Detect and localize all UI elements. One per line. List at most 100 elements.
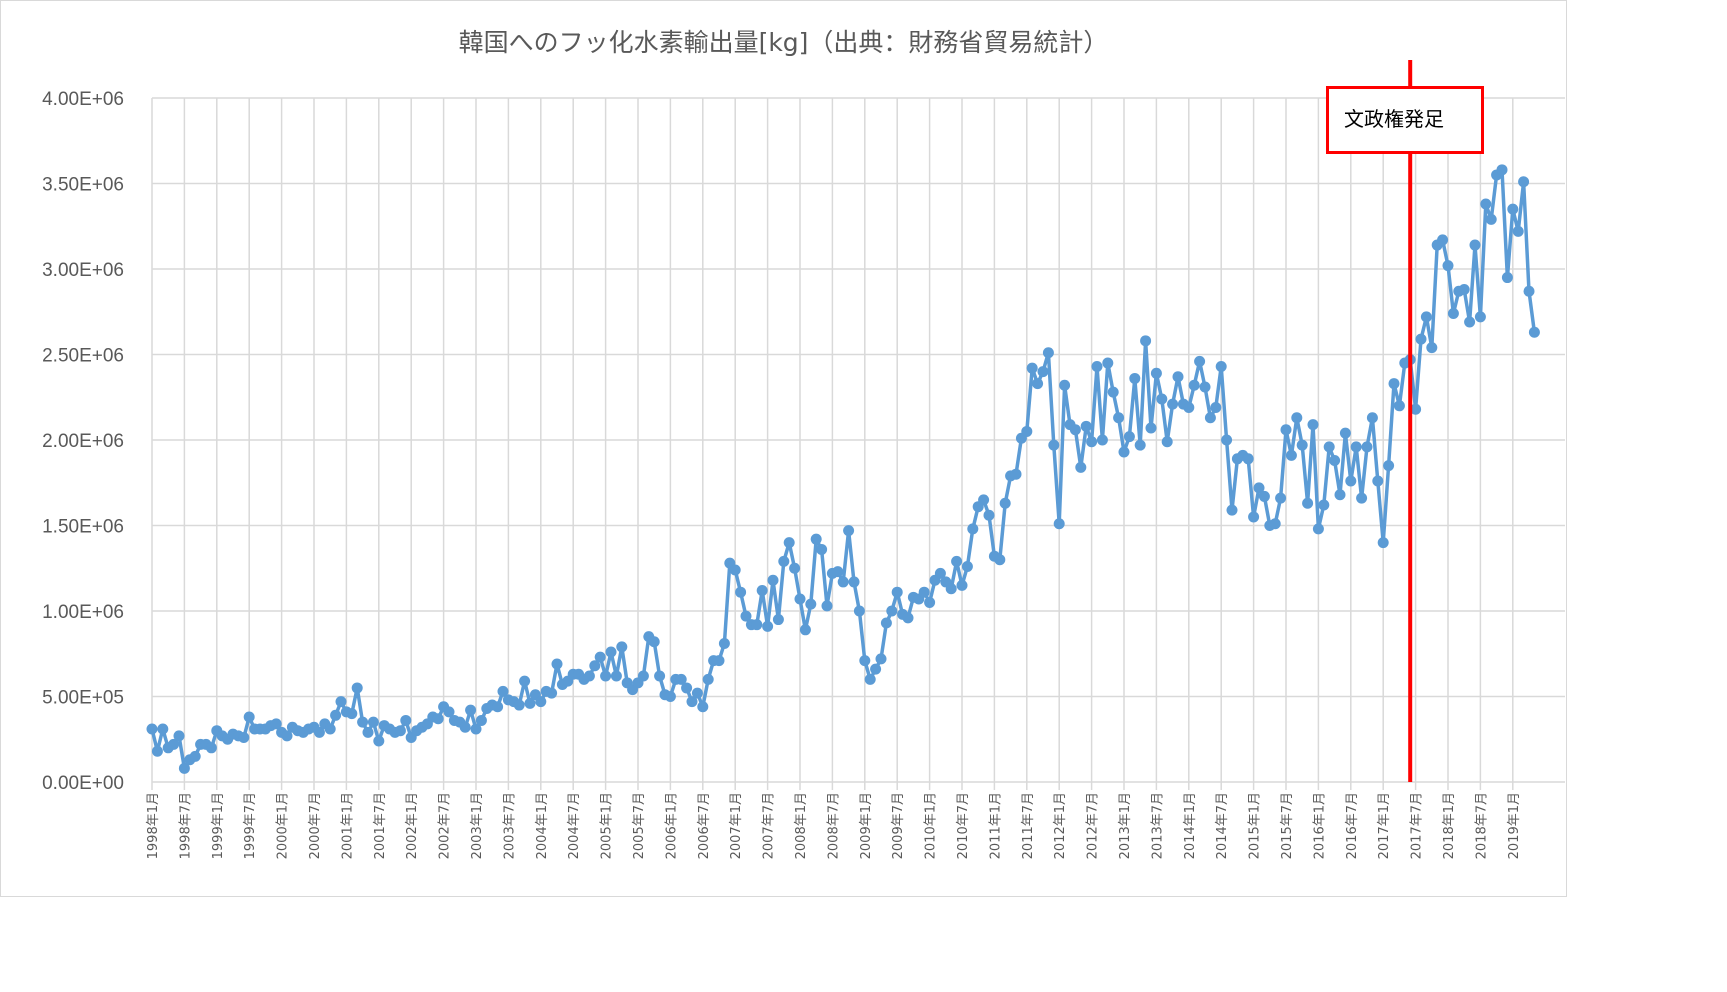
data-point (751, 619, 763, 631)
data-point (616, 641, 628, 653)
data-point (400, 714, 412, 726)
data-point (1318, 499, 1330, 511)
x-tick-label: 2005年7月 (632, 792, 647, 859)
data-point (238, 732, 250, 744)
data-point (864, 673, 876, 685)
x-tick-label: 2015年7月 (1280, 792, 1295, 859)
data-point (1086, 436, 1098, 448)
data-point (1291, 412, 1303, 424)
series-line (150, 168, 1537, 771)
data-point (1134, 439, 1146, 451)
data-point (810, 533, 822, 545)
data-point (1307, 419, 1319, 431)
x-tick-label: 2000年7月 (308, 792, 323, 859)
x-tick-label: 2016年7月 (1345, 792, 1360, 859)
data-point (189, 750, 201, 762)
data-point (772, 614, 784, 626)
data-point (362, 726, 374, 738)
data-point (1312, 523, 1324, 535)
data-point (459, 721, 471, 733)
data-point (961, 561, 973, 573)
x-tick-label: 2018年7月 (1474, 792, 1489, 859)
data-point (1485, 213, 1497, 225)
data-point (1194, 355, 1206, 367)
data-point (1410, 403, 1422, 415)
data-point (1183, 402, 1195, 414)
data-point (519, 675, 531, 687)
data-point (637, 670, 649, 682)
data-point (1302, 497, 1314, 509)
x-tick-label: 2000年1月 (276, 792, 291, 859)
data-point (1010, 468, 1022, 480)
data-point (1096, 434, 1108, 446)
data-point (816, 543, 828, 555)
data-point (1161, 436, 1173, 448)
data-point (330, 709, 342, 721)
data-point (1393, 400, 1405, 412)
data-point (1388, 378, 1400, 390)
data-point (1123, 431, 1135, 443)
data-point (718, 637, 730, 649)
data-point (594, 651, 606, 663)
data-point (465, 704, 477, 716)
data-point (1420, 311, 1432, 323)
x-tick-label: 2018年1月 (1442, 792, 1457, 859)
data-point (967, 523, 979, 535)
data-point (1469, 239, 1481, 251)
data-point (789, 562, 801, 574)
data-point (605, 646, 617, 658)
data-point (1528, 326, 1540, 338)
x-tick-label: 2012年7月 (1086, 792, 1101, 859)
data-point (702, 673, 714, 685)
data-point (691, 687, 703, 699)
data-point (794, 593, 806, 605)
x-tick-label: 2006年7月 (697, 792, 712, 859)
x-tick-label: 2012年1月 (1053, 792, 1068, 859)
data-point (1032, 378, 1044, 390)
y-tick-label: 4.00E+06 (42, 89, 124, 110)
data-point (870, 663, 882, 675)
data-point (1480, 198, 1492, 210)
y-tick-label: 1.50E+06 (42, 517, 124, 538)
data-point (535, 696, 547, 708)
data-point (1280, 424, 1292, 436)
data-point (1366, 412, 1378, 424)
data-point (1059, 379, 1071, 391)
data-point (394, 725, 406, 737)
data-point (1377, 537, 1389, 549)
data-point (664, 691, 676, 702)
data-point (832, 566, 844, 578)
x-tick-label: 2007年7月 (762, 792, 777, 859)
data-point (956, 579, 968, 591)
data-point (470, 723, 482, 735)
data-point (767, 574, 779, 586)
data-point (1345, 475, 1357, 487)
data-point (1269, 518, 1281, 530)
data-point (1464, 316, 1476, 328)
y-tick-label: 3.00E+06 (42, 260, 124, 281)
data-point (902, 612, 914, 624)
data-point (243, 711, 255, 723)
x-tick-label: 2004年7月 (567, 792, 582, 859)
x-tick-label: 2010年1月 (924, 792, 939, 859)
x-tick-label: 1999年7月 (243, 792, 258, 859)
data-point (1037, 366, 1049, 378)
data-point (848, 576, 860, 588)
data-point (880, 617, 892, 629)
data-point (357, 716, 369, 728)
data-point (1226, 504, 1238, 516)
data-point (1339, 427, 1351, 439)
data-point (367, 716, 379, 728)
x-tick-label: 2017年1月 (1377, 792, 1392, 859)
data-point (999, 497, 1011, 509)
data-point (978, 494, 990, 506)
annotation-label: 文政権発足 (1344, 107, 1444, 131)
data-point (313, 726, 325, 738)
x-tick-label: 1998年7月 (178, 792, 193, 859)
y-tick-label: 3.50E+06 (42, 175, 124, 196)
data-point (1118, 446, 1130, 458)
x-tick-label: 2001年7月 (373, 792, 388, 859)
data-point (168, 738, 180, 750)
data-point (1129, 372, 1141, 384)
